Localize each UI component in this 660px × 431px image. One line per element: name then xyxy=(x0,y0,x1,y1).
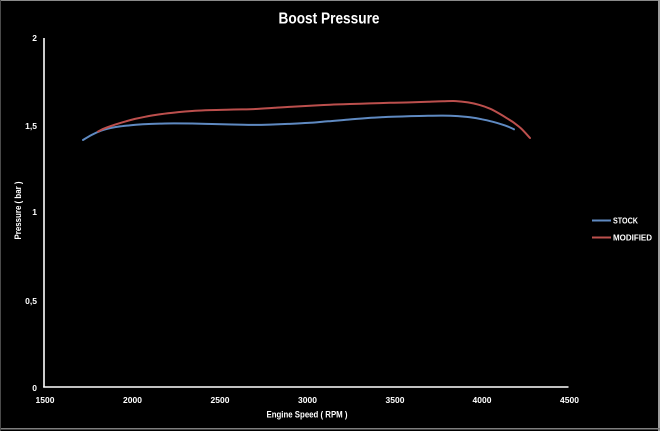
svg-text:Pressure ( bar ): Pressure ( bar ) xyxy=(13,182,23,240)
svg-text:Boost Pressure: Boost Pressure xyxy=(279,11,380,28)
svg-text:STOCK: STOCK xyxy=(613,216,639,226)
svg-text:0,5: 0,5 xyxy=(25,296,37,306)
svg-text:0: 0 xyxy=(32,383,37,393)
svg-text:2000: 2000 xyxy=(123,395,142,405)
svg-text:2500: 2500 xyxy=(211,395,230,405)
svg-text:4500: 4500 xyxy=(560,395,579,405)
svg-text:4000: 4000 xyxy=(473,395,492,405)
svg-text:MODIFIED: MODIFIED xyxy=(613,233,652,243)
svg-text:1,5: 1,5 xyxy=(25,121,37,131)
svg-text:Engine Speed ( RPM ): Engine Speed ( RPM ) xyxy=(267,410,348,420)
svg-text:3000: 3000 xyxy=(298,395,317,405)
svg-text:2: 2 xyxy=(32,33,37,43)
svg-text:1500: 1500 xyxy=(36,395,55,405)
svg-text:3500: 3500 xyxy=(386,395,405,405)
svg-text:1: 1 xyxy=(32,207,37,217)
